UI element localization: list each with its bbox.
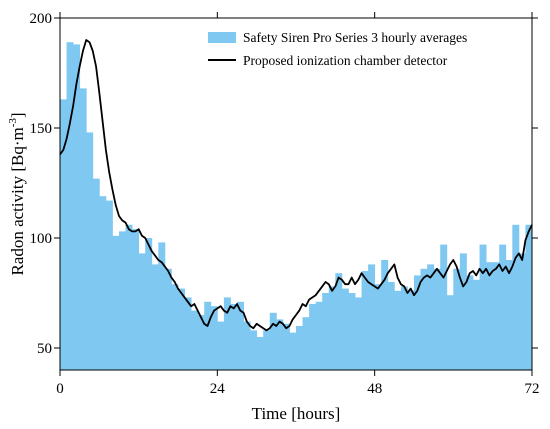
hourly-average-bar bbox=[197, 315, 205, 370]
hourly-average-bar bbox=[459, 253, 467, 370]
hourly-average-bar bbox=[466, 275, 474, 370]
hourly-average-bar bbox=[99, 196, 107, 370]
legend: Safety Siren Pro Series 3 hourly average… bbox=[208, 30, 467, 68]
hourly-average-bar bbox=[289, 332, 297, 370]
hourly-average-bar bbox=[171, 284, 179, 370]
hourly-average-bar bbox=[86, 132, 94, 370]
hourly-average-bar bbox=[237, 301, 244, 370]
hourly-average-bar bbox=[518, 253, 526, 370]
y-tick-label: 150 bbox=[30, 121, 53, 137]
y-axis-title: Radon activity [Bq·m-3] bbox=[7, 112, 27, 275]
hourly-average-bar bbox=[322, 293, 330, 370]
hourly-average-bar bbox=[433, 268, 441, 370]
hourly-average-bar bbox=[132, 229, 140, 370]
hourly-average-bar bbox=[492, 262, 500, 370]
hourly-average-bar bbox=[125, 224, 133, 370]
legend-swatch-bars bbox=[208, 32, 236, 43]
hourly-average-bar bbox=[328, 286, 336, 370]
hourly-average-bar bbox=[263, 330, 271, 370]
hourly-average-bar bbox=[407, 290, 415, 370]
hourly-average-bar bbox=[355, 297, 362, 370]
hourly-average-bar bbox=[66, 42, 74, 370]
hourly-average-bar bbox=[210, 306, 218, 370]
hourly-average-bar bbox=[400, 286, 408, 370]
hourly-average-bar bbox=[191, 310, 199, 370]
hourly-average-bar bbox=[250, 330, 258, 370]
hourly-average-bar bbox=[479, 244, 487, 370]
hourly-average-bar bbox=[427, 264, 435, 370]
hourly-average-bar bbox=[341, 288, 349, 370]
hourly-average-bar bbox=[60, 99, 67, 371]
hourly-average-bar bbox=[243, 321, 251, 370]
x-axis-ticks bbox=[59, 12, 533, 376]
legend-label-bars: Safety Siren Pro Series 3 hourly average… bbox=[243, 30, 467, 45]
hourly-average-bar bbox=[184, 297, 192, 370]
hourly-average-bar bbox=[348, 293, 356, 370]
hourly-average-bar bbox=[256, 337, 264, 370]
plot-area bbox=[59, 39, 533, 371]
hourly-average-bar bbox=[315, 301, 323, 370]
hourly-average-bar bbox=[302, 317, 310, 370]
hourly-average-bar bbox=[158, 242, 166, 370]
hourly-average-bar bbox=[119, 231, 126, 370]
hourly-average-bar bbox=[138, 253, 146, 370]
hourly-average-bar bbox=[223, 297, 231, 370]
x-tick-label: 72 bbox=[525, 381, 540, 397]
hourly-average-bar bbox=[420, 268, 428, 370]
hourly-average-bar bbox=[512, 224, 520, 370]
hourly-average-bar bbox=[374, 284, 382, 370]
hourly-average-bar bbox=[387, 282, 395, 370]
hourly-average-bar bbox=[79, 88, 87, 371]
hourly-average-bar bbox=[73, 44, 81, 371]
hourly-average-bar bbox=[394, 290, 402, 370]
x-tick-label: 48 bbox=[367, 381, 382, 397]
hourly-average-bar bbox=[446, 295, 454, 370]
detector-series-line bbox=[59, 39, 533, 332]
y-axis-ticks bbox=[54, 17, 538, 349]
hourly-average-bar bbox=[505, 260, 513, 370]
hourly-average-bar bbox=[335, 273, 343, 370]
hourly-average-bar bbox=[269, 312, 277, 370]
hourly-average-bar bbox=[296, 326, 303, 370]
y-axis-title-main: Radon activity [Bq·m bbox=[8, 127, 27, 275]
hourly-average-bar bbox=[282, 323, 290, 370]
hourly-average-bar bbox=[204, 301, 212, 370]
hourly-average-bar bbox=[499, 244, 507, 370]
hourly-average-bar bbox=[440, 244, 448, 370]
hourly-average-bar bbox=[361, 271, 369, 370]
hourly-average-bar bbox=[414, 275, 421, 370]
hourly-average-bar bbox=[217, 321, 225, 370]
hourly-average-bar bbox=[92, 178, 100, 370]
legend-label-line: Proposed ionization chamber detector bbox=[243, 53, 448, 68]
y-axis-title-close: ] bbox=[8, 112, 27, 118]
plot-frame bbox=[59, 17, 533, 371]
hourly-average-bar bbox=[525, 224, 533, 370]
hourly-average-bar bbox=[368, 264, 376, 370]
hourly-average-bar bbox=[309, 304, 317, 370]
x-tick-label: 24 bbox=[210, 381, 226, 397]
hourly-average-bar bbox=[486, 262, 494, 370]
hourly-average-bars bbox=[60, 42, 533, 371]
x-tick-label: 0 bbox=[56, 381, 64, 397]
hourly-average-bar bbox=[473, 279, 480, 370]
hourly-average-bar bbox=[381, 260, 389, 370]
y-axis-title-exponent: -3 bbox=[7, 118, 19, 128]
y-tick-label: 100 bbox=[30, 231, 53, 247]
hourly-average-bar bbox=[151, 264, 159, 370]
hourly-average-bar bbox=[178, 288, 185, 370]
hourly-average-bar bbox=[164, 268, 172, 370]
hourly-average-bar bbox=[145, 238, 153, 370]
y-tick-label: 50 bbox=[37, 341, 52, 357]
hourly-average-bar bbox=[453, 268, 461, 370]
hourly-average-bar bbox=[230, 304, 238, 370]
x-axis-title: Time [hours] bbox=[252, 404, 341, 423]
y-tick-label: 200 bbox=[30, 11, 53, 27]
hourly-average-bar bbox=[276, 319, 284, 370]
hourly-average-bar bbox=[112, 235, 120, 370]
hourly-average-bar bbox=[105, 200, 113, 370]
